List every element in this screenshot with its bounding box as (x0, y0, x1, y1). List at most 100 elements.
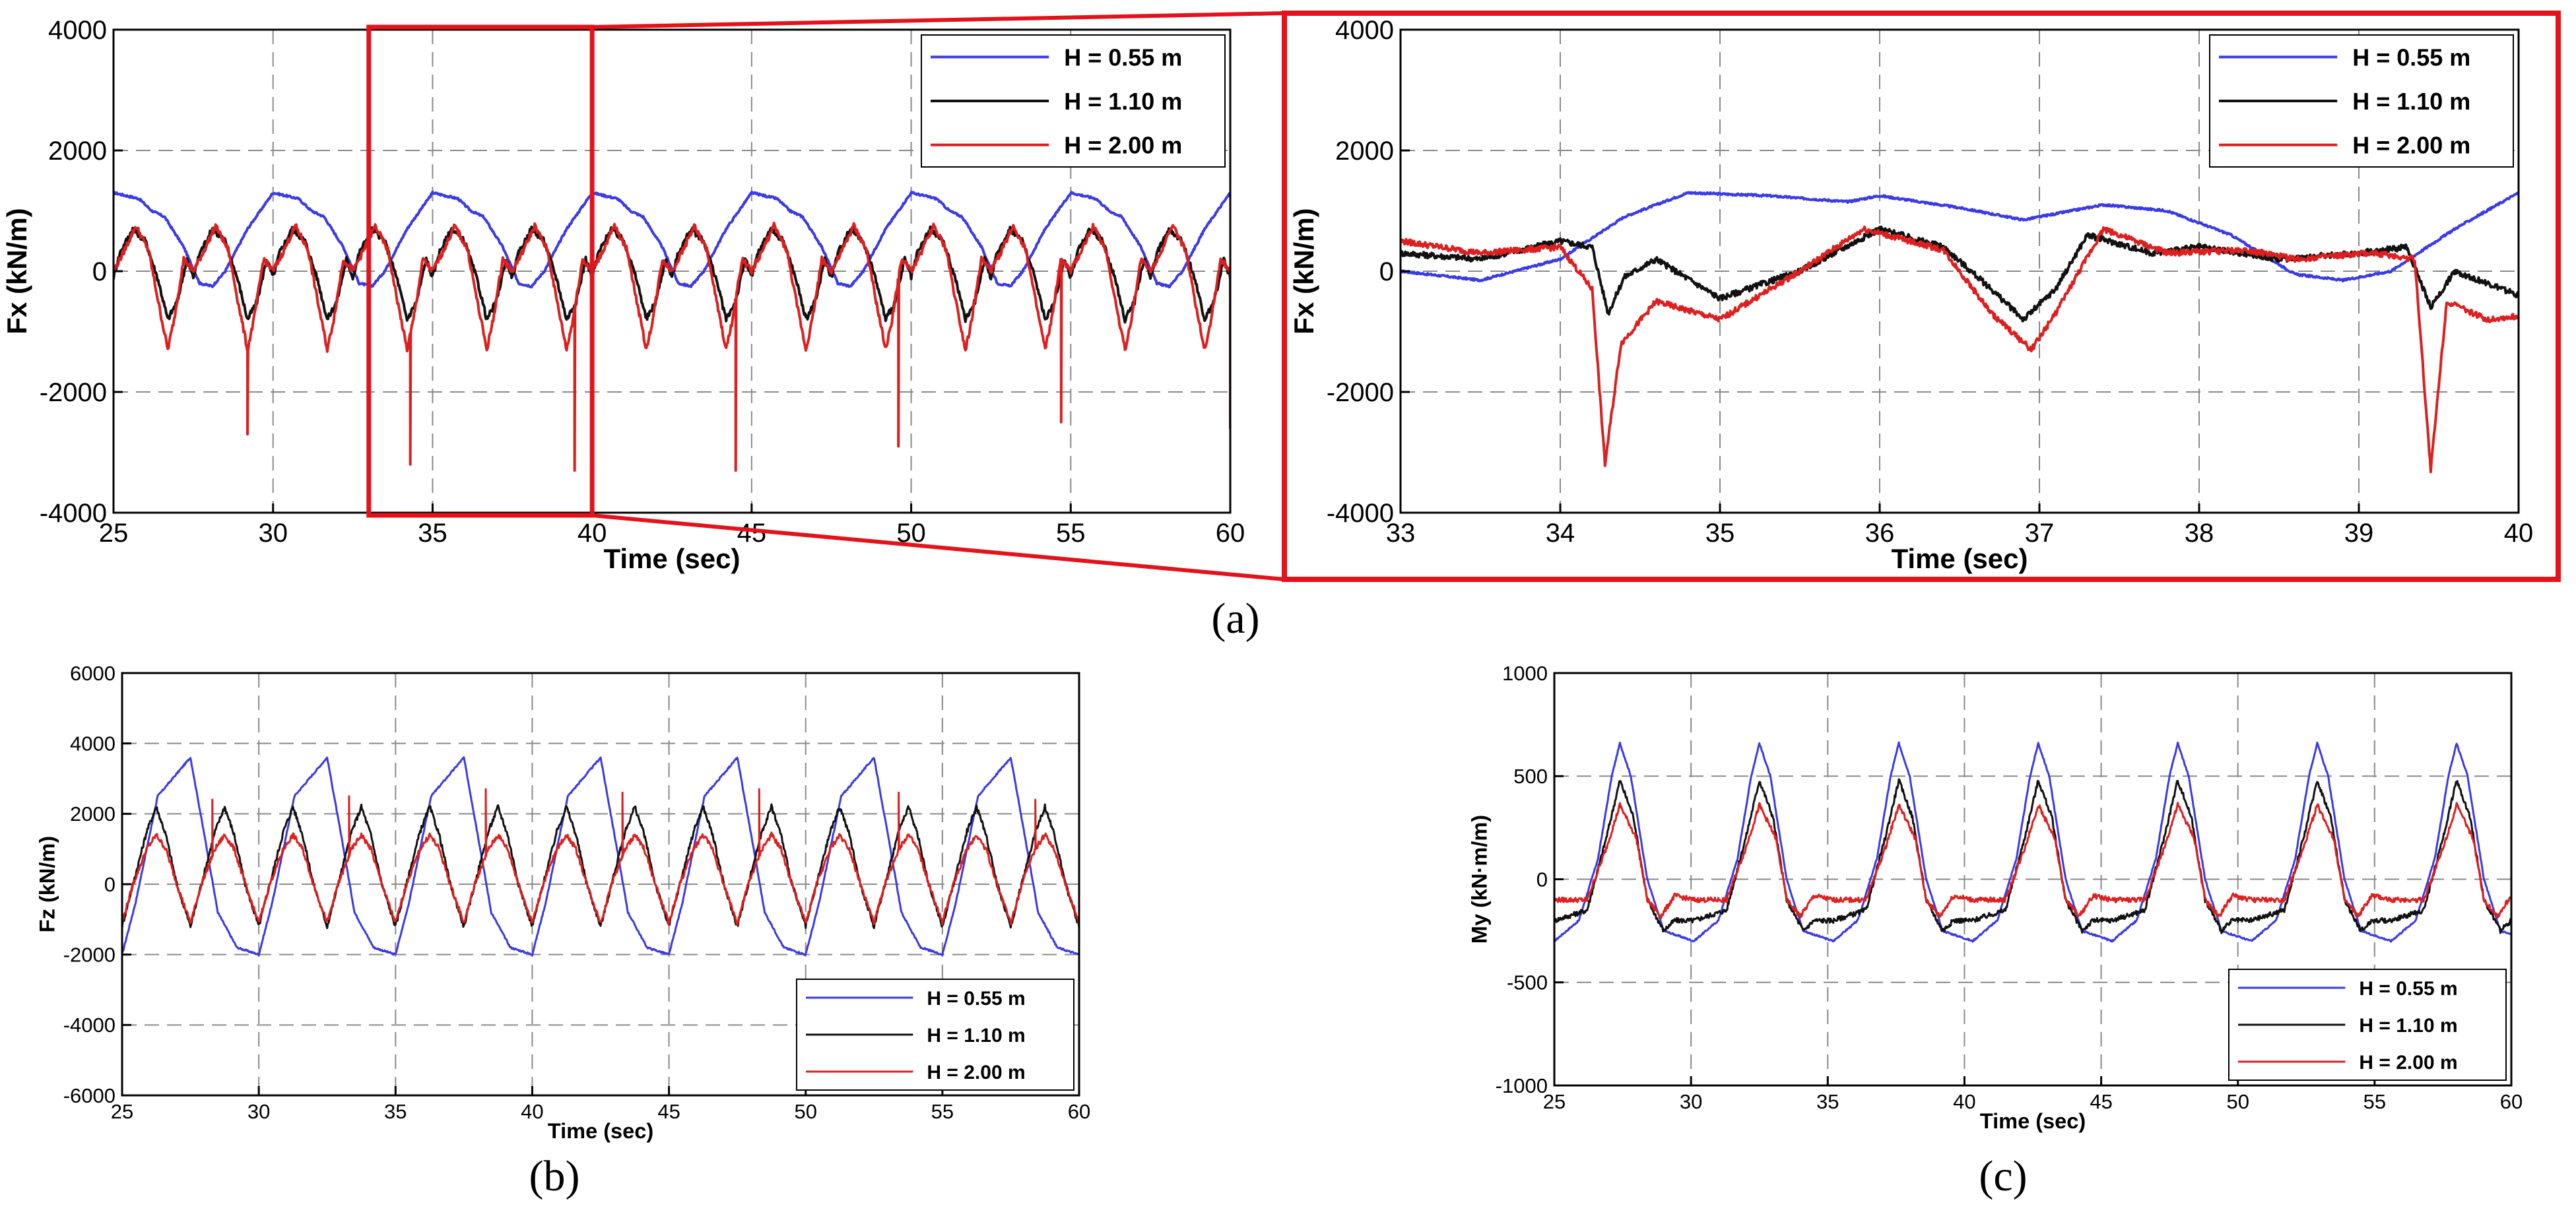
x-axis-label: Time (sec) (548, 1119, 653, 1143)
zoom-panel-frame (1282, 11, 2561, 582)
series-line-black (114, 225, 1230, 324)
legend: H = 0.55 m H = 1.10 m H = 2.00 m (796, 979, 1074, 1091)
y-tick-label: 4000 (70, 732, 116, 756)
legend: H = 0.55 m H = 1.10 m H = 2.00 m (2228, 969, 2507, 1081)
y-tick-label: -1000 (1496, 1074, 1548, 1097)
y-tick-label: -4000 (63, 1014, 116, 1037)
series-line-red (1554, 802, 2511, 920)
series-line-black (122, 803, 1079, 930)
x-tick-label: 40 (2504, 519, 2534, 548)
legend-entry: H = 0.55 m (2352, 44, 2470, 71)
y-tick-label: -4000 (1327, 499, 1394, 528)
x-tick-label: 38 (2185, 519, 2214, 548)
x-tick-label: 60 (2500, 1090, 2523, 1113)
panel-label-b: (b) (529, 1152, 580, 1200)
y-tick-label: -4000 (40, 499, 107, 528)
y-tick-label: 500 (1513, 765, 1548, 788)
x-tick-label: 30 (248, 1100, 270, 1123)
zoom-window-box (366, 24, 595, 518)
x-axis-label: Time (sec) (604, 543, 741, 574)
y-axis-label: Fx (kN/m) (1, 208, 32, 334)
series-line-blue (122, 756, 1079, 957)
x-axis-label: Time (sec) (1892, 543, 2028, 574)
x-tick-label: 35 (384, 1100, 407, 1123)
x-tick-label: 25 (111, 1100, 133, 1123)
x-tick-label: 37 (2025, 519, 2055, 548)
x-tick-label: 50 (794, 1100, 816, 1123)
series-line-red (1401, 225, 2519, 474)
panel-label-c: (c) (1979, 1152, 2028, 1200)
zoom-connector-top (592, 11, 1285, 29)
y-tick-label: 4000 (1335, 16, 1394, 45)
x-axis-label: Time (sec) (1980, 1109, 2086, 1133)
y-axis-label: Fx (kN/m) (1288, 208, 1319, 334)
legend-entry: H = 0.55 m (2359, 978, 2457, 1000)
x-tick-label: 40 (1953, 1090, 1975, 1113)
legend-entry: H = 2.00 m (2359, 1052, 2457, 1074)
x-tick-label: 30 (258, 519, 288, 548)
y-tick-label: 0 (1536, 868, 1548, 891)
chart-c: 25 30 35 40 45 50 55 60 -1000 -500 0 500 1000 Time (s… (1468, 662, 2523, 1133)
x-tick-label: 60 (1216, 519, 1245, 548)
x-tick-label: 30 (1680, 1090, 1702, 1113)
x-tick-label: 40 (578, 519, 607, 548)
x-tick-label: 35 (1705, 519, 1735, 548)
series-line-red (114, 222, 1230, 472)
y-tick-label: 0 (1379, 257, 1394, 286)
x-tick-label: 34 (1546, 519, 1575, 548)
y-tick-label: -2000 (1327, 378, 1394, 407)
x-tick-label: 45 (2090, 1090, 2112, 1113)
x-tick-label: 35 (1816, 1090, 1839, 1113)
legend-entry: H = 1.10 m (927, 1025, 1025, 1047)
legend: H = 0.55 m H = 1.10 m H = 2.00 m (2209, 34, 2514, 168)
chart-a_right: 33 34 35 36 37 38 39 40 -4000 -2000 0 2000 4000 Time … (1288, 16, 2533, 574)
y-tick-label: 6000 (70, 662, 116, 685)
x-tick-label: 35 (418, 519, 447, 548)
legend-entry: H = 0.55 m (927, 988, 1025, 1010)
y-tick-label: 2000 (48, 137, 107, 166)
series-line-blue (1554, 741, 2511, 943)
series-line-blue (1401, 191, 2519, 283)
legend-entry: H = 1.10 m (2352, 88, 2470, 115)
x-tick-label: 55 (2363, 1090, 2386, 1113)
x-tick-label: 50 (2226, 1090, 2249, 1113)
y-tick-label: 2000 (70, 802, 116, 825)
legend-entry: H = 0.55 m (1064, 44, 1182, 71)
y-tick-label: 2000 (1335, 137, 1394, 166)
x-tick-label: 45 (737, 519, 767, 548)
panel-label-a: (a) (1211, 595, 1260, 643)
chart-b: 25 30 35 40 45 50 55 60 -6000 -4000 -2000 0 2000 4000… (36, 662, 1091, 1143)
x-tick-label: 33 (1386, 519, 1416, 548)
y-tick-label: -2000 (40, 378, 107, 407)
y-axis-label: My (kN·m/m) (1468, 815, 1492, 944)
y-tick-label: 4000 (48, 16, 107, 45)
series-line-red (122, 788, 1079, 926)
y-tick-label: 0 (92, 257, 107, 286)
x-tick-label: 39 (2344, 519, 2374, 548)
x-tick-label: 25 (1543, 1090, 1566, 1113)
chart-a_left: 25 30 35 40 45 50 55 60-4000-2000020004000Time … (1, 16, 1245, 574)
series-line-black (1554, 778, 2511, 934)
x-tick-label: 55 (931, 1100, 954, 1123)
x-tick-label: 60 (1068, 1100, 1090, 1123)
x-tick-label: 45 (657, 1100, 680, 1123)
x-tick-label: 55 (1056, 519, 1086, 548)
zoom-connector-bottom (591, 513, 1285, 581)
x-tick-label: 25 (99, 519, 129, 548)
y-tick-label: -2000 (63, 944, 116, 967)
y-tick-label: 1000 (1502, 662, 1548, 685)
y-tick-label: 0 (104, 873, 116, 896)
legend: H = 0.55 m H = 1.10 m H = 2.00 m (921, 34, 1226, 168)
x-tick-label: 36 (1865, 519, 1895, 548)
legend-entry: H = 2.00 m (1064, 132, 1182, 159)
legend-entry: H = 2.00 m (2352, 132, 2470, 159)
x-tick-label: 40 (521, 1100, 543, 1123)
zoom-annotation (366, 11, 2561, 582)
legend-entry: H = 2.00 m (927, 1062, 1025, 1083)
y-tick-label: -500 (1507, 971, 1548, 994)
legend-entry: H = 1.10 m (1064, 88, 1182, 115)
y-tick-label: -6000 (63, 1084, 116, 1107)
legend-entry: H = 1.10 m (2359, 1015, 2457, 1037)
y-axis-label: Fz (kN/m) (36, 836, 59, 932)
